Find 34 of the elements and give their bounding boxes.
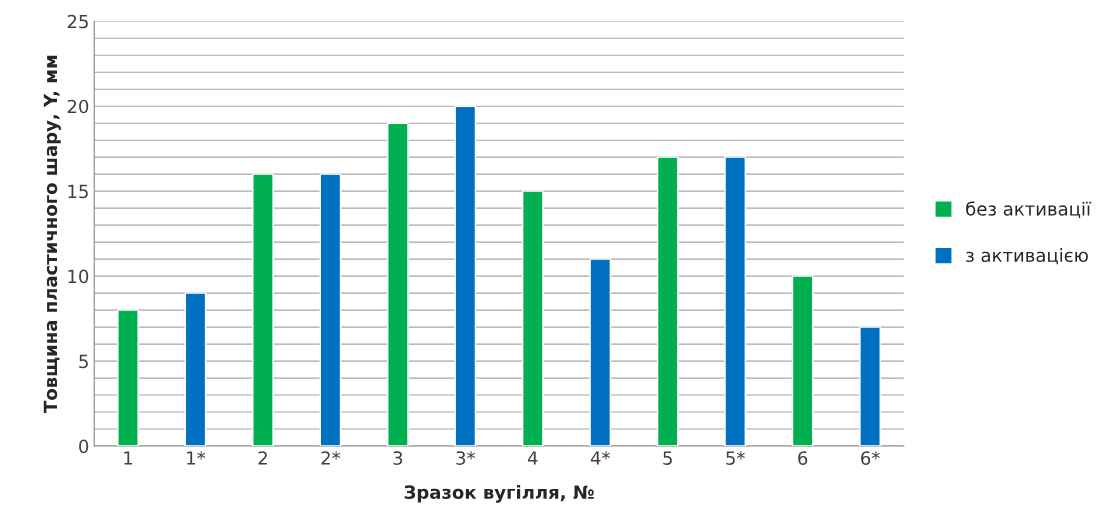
bar <box>184 292 207 447</box>
bar <box>454 105 477 447</box>
y-tick-label: 10 <box>68 269 89 284</box>
bar <box>252 173 274 447</box>
x-tick-label: 3 <box>393 451 403 465</box>
x-tick-label: 6 <box>798 451 808 465</box>
bar <box>859 326 881 447</box>
x-tick-label: 4* <box>590 451 610 465</box>
bar <box>724 156 746 447</box>
y-tick-label: 20 <box>67 99 89 114</box>
x-tick-label: 4 <box>527 451 538 465</box>
y-tick-label: 15 <box>68 184 88 199</box>
y-tick-label: 5 <box>79 354 88 369</box>
bar <box>589 258 612 447</box>
bar <box>319 173 342 447</box>
bar <box>521 190 544 447</box>
x-tick-label: 6* <box>861 451 880 465</box>
legend-label: з активацією <box>966 248 1088 265</box>
y-tick-label: 25 <box>67 14 88 29</box>
x-tick-label: 5* <box>726 451 745 465</box>
bar <box>656 156 679 447</box>
legend-label: без активації <box>966 201 1092 218</box>
bar <box>387 122 409 447</box>
x-tick-label: 2 <box>258 451 267 465</box>
x-tick-label: 2* <box>321 451 341 465</box>
x-tick-label: 5 <box>663 451 672 465</box>
y-axis-title: Товщина пластичного шару, Y, мм <box>43 55 61 413</box>
y-tick-label: 0 <box>79 439 89 454</box>
x-tick-label: 1* <box>187 451 206 465</box>
x-tick-label: 1 <box>124 451 133 465</box>
bar <box>791 275 814 447</box>
x-axis-title: Зразок вугілля, № <box>404 485 594 503</box>
x-tick-label: 3* <box>456 451 476 465</box>
bar <box>117 309 139 447</box>
